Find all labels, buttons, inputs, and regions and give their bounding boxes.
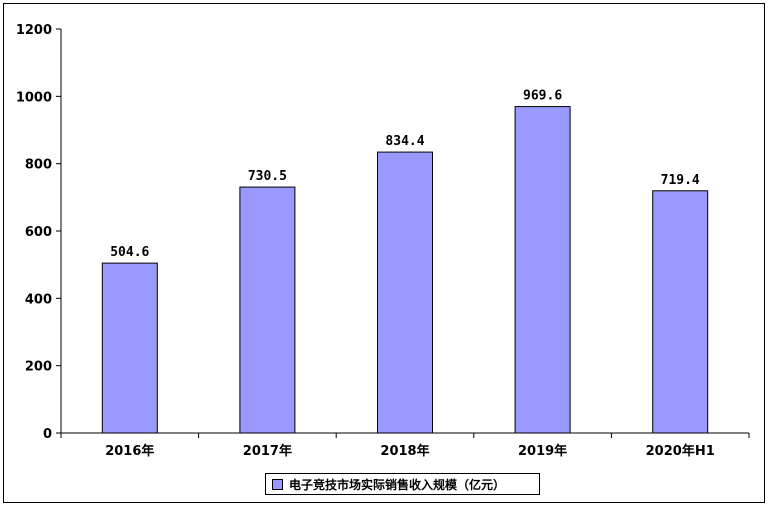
data-label: 730.5	[248, 169, 287, 184]
bar	[514, 106, 571, 434]
legend: 电子竞技市场实际销售收入规模（亿元）	[265, 473, 540, 495]
x-tick-label: 2018年	[380, 443, 429, 459]
legend-label: 电子竞技市场实际销售收入规模（亿元）	[289, 477, 506, 492]
bar	[101, 262, 158, 434]
y-tick-label: 1200	[16, 23, 52, 38]
y-tick-label: 1000	[16, 90, 52, 105]
data-label: 834.4	[385, 134, 424, 149]
legend-swatch	[272, 478, 283, 490]
y-tick-label: 400	[25, 292, 52, 307]
data-label: 719.4	[661, 173, 700, 188]
y-tick-label: 0	[43, 427, 52, 442]
y-tick-label: 600	[25, 225, 52, 240]
bar	[239, 186, 296, 434]
x-tick-label: 2020年H1	[646, 443, 715, 459]
data-label: 969.6	[523, 89, 562, 104]
y-tick-label: 200	[25, 360, 52, 375]
x-tick-label: 2019年	[518, 443, 567, 459]
bar	[377, 151, 433, 434]
x-tick-label: 2016年	[105, 443, 154, 459]
bar	[652, 190, 709, 434]
y-tick-label: 800	[25, 158, 52, 173]
data-label: 504.6	[110, 245, 149, 260]
x-tick-label: 2017年	[243, 443, 292, 459]
